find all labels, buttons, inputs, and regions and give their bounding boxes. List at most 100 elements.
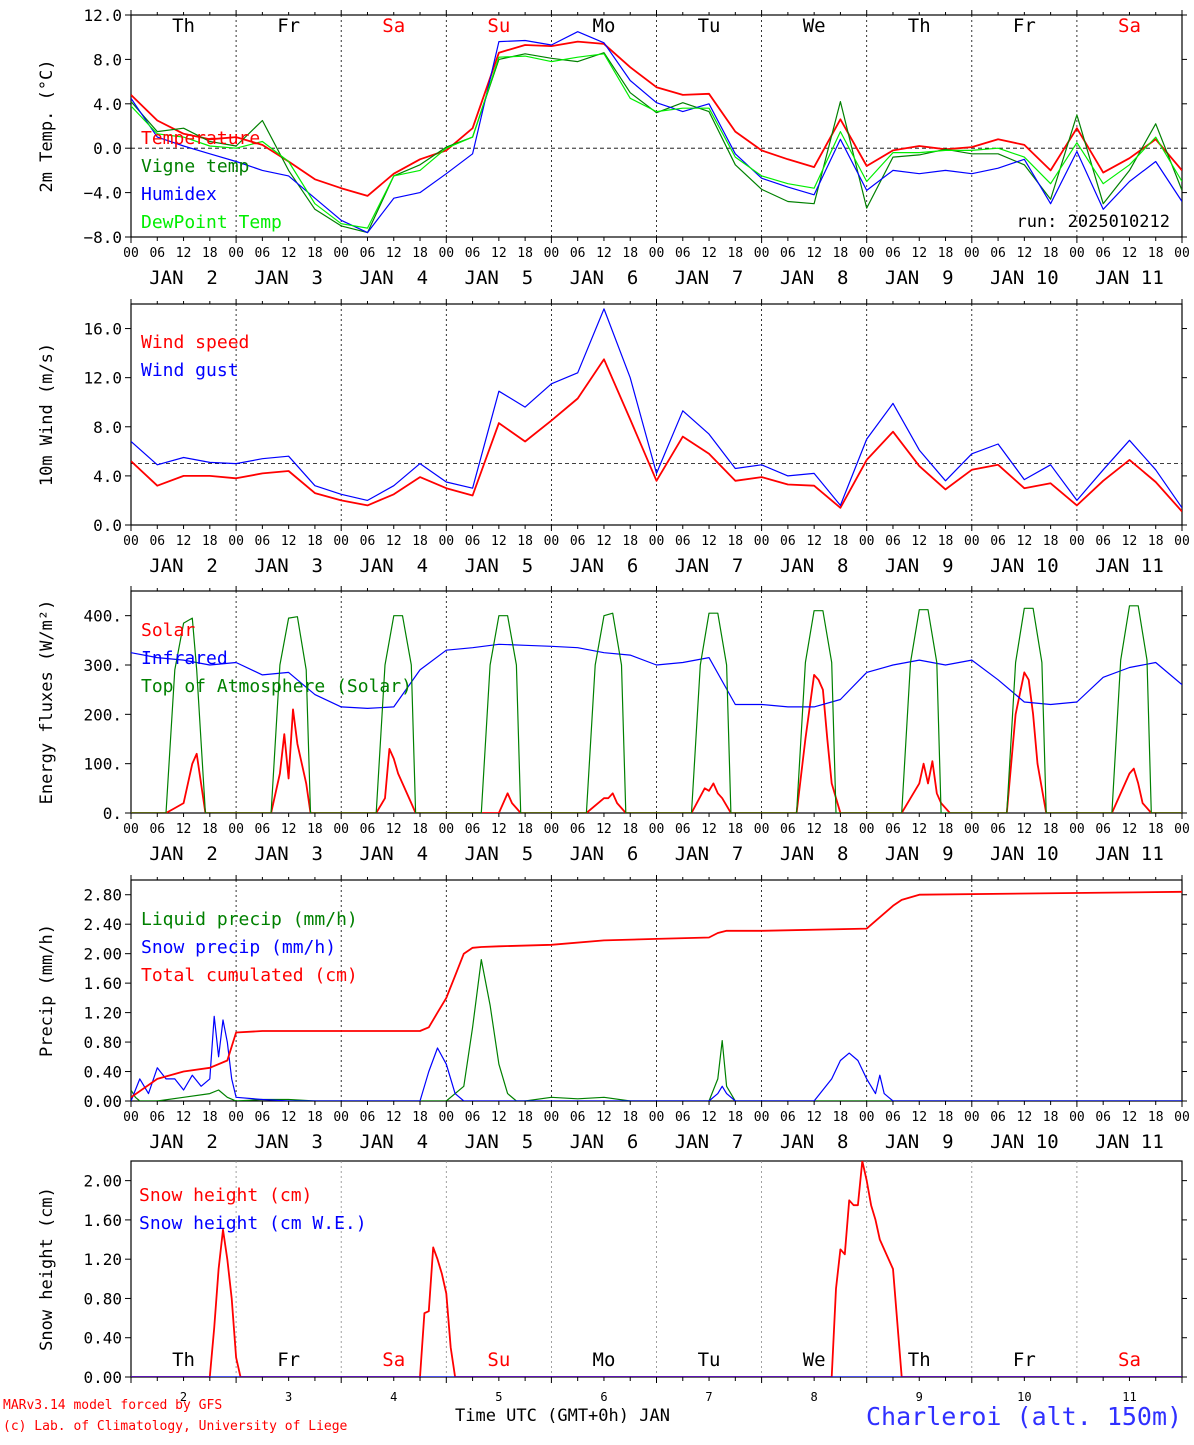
y-tick-label: −4.0 — [83, 184, 122, 203]
hour-label: 12 — [1017, 1110, 1033, 1125]
hour-label: 12 — [1017, 822, 1033, 837]
hour-label: 06 — [885, 534, 901, 549]
hour-label: 18 — [833, 822, 849, 837]
weekday-label: Fr — [1013, 15, 1036, 37]
hour-label: 00 — [964, 534, 980, 549]
series-line-flux-2 — [131, 605, 1182, 813]
legend-entry: Vigne temp — [141, 156, 249, 177]
date-label: JAN 11 — [1095, 843, 1164, 865]
weekday-label: Tu — [698, 15, 721, 37]
date-label: JAN 11 — [1095, 555, 1164, 577]
hour-label: 18 — [938, 1110, 954, 1125]
hour-label: 12 — [596, 534, 612, 549]
hour-label: 00 — [123, 1110, 139, 1125]
y-tick-label: 8.0 — [93, 50, 122, 69]
hour-label: 06 — [465, 822, 481, 837]
hour-label: 12 — [1122, 246, 1138, 261]
hour-label: 12 — [1017, 534, 1033, 549]
y-tick-label: 400. — [83, 607, 122, 626]
date-label: JAN 9 — [885, 843, 954, 865]
date-label: JAN 3 — [254, 1131, 323, 1153]
hour-label: 18 — [307, 534, 323, 549]
y-tick-label: 1.60 — [83, 1211, 122, 1230]
series-group — [131, 308, 1182, 513]
hour-label: 18 — [412, 822, 428, 837]
hour-label: 00 — [544, 822, 560, 837]
legend-entry: Infrared — [141, 648, 228, 669]
date-label: JAN 2 — [149, 843, 218, 865]
series-line-precip-2 — [131, 890, 1182, 1099]
hour-label: 06 — [1095, 822, 1111, 837]
weekday-label: We — [803, 15, 826, 37]
hour-label: 00 — [544, 246, 560, 261]
date-label: JAN 3 — [254, 843, 323, 865]
hour-label: 12 — [176, 534, 192, 549]
hour-label: 06 — [465, 1110, 481, 1125]
date-label: JAN 10 — [990, 555, 1059, 577]
y-tick-label: 4.0 — [93, 467, 122, 486]
hour-label: 18 — [727, 534, 743, 549]
y-axis-title: 2m Temp. (°C) — [37, 59, 57, 192]
hour-label: 06 — [1095, 246, 1111, 261]
date-label: JAN 4 — [359, 1131, 428, 1153]
hour-label: 12 — [491, 246, 507, 261]
hour-label: 12 — [806, 822, 822, 837]
date-label: JAN 4 — [359, 843, 428, 865]
hour-label: 12 — [911, 246, 927, 261]
hour-label: 12 — [386, 822, 402, 837]
hour-label: 00 — [859, 1110, 875, 1125]
hour-label: 00 — [859, 534, 875, 549]
date-label: JAN 7 — [675, 267, 744, 289]
legend-entry: Wind gust — [141, 360, 239, 381]
hour-label: 12 — [386, 1110, 402, 1125]
weekday-label: Fr — [277, 1349, 300, 1371]
hour-label: 00 — [228, 534, 244, 549]
hour-label: 00 — [123, 822, 139, 837]
hour-label: 18 — [1043, 822, 1059, 837]
footer-model: MARv3.14 model forced by GFS — [3, 1398, 223, 1413]
y-tick-label: 1.60 — [83, 974, 122, 993]
y-tick-label: 4.0 — [93, 95, 122, 114]
hour-label: 18 — [1148, 822, 1164, 837]
day-number-label: 10 — [1017, 1390, 1031, 1404]
hour-label: 06 — [1095, 1110, 1111, 1125]
hour-label: 06 — [780, 1110, 796, 1125]
legend-entry: Total cumulated (cm) — [141, 965, 358, 986]
hour-label: 18 — [622, 246, 638, 261]
hour-label: 18 — [622, 534, 638, 549]
weekday-label: Sa — [382, 1349, 405, 1371]
legend-entry: Humidex — [141, 184, 217, 205]
run-label: run: 2025010212 — [1016, 212, 1170, 232]
hour-label: 12 — [1122, 534, 1138, 549]
y-axis-title: 10m Wind (m/s) — [37, 343, 57, 486]
hour-label: 18 — [622, 1110, 638, 1125]
legend-entry: DewPoint Temp — [141, 212, 282, 233]
hour-label: 00 — [1174, 534, 1190, 549]
legend-entry: Snow height (cm W.E.) — [139, 1213, 367, 1234]
date-label: JAN 11 — [1095, 1131, 1164, 1153]
hour-label: 00 — [754, 822, 770, 837]
hour-label: 18 — [1148, 1110, 1164, 1125]
hour-label: 18 — [727, 246, 743, 261]
y-tick-label: 2.40 — [83, 915, 122, 934]
day-number-label: 8 — [811, 1390, 818, 1404]
date-label: JAN 6 — [570, 843, 639, 865]
weekday-label: Fr — [1013, 1349, 1036, 1371]
series-group — [131, 605, 1182, 813]
legend-entry: Wind speed — [141, 332, 249, 353]
hour-label: 06 — [570, 1110, 586, 1125]
hour-label: 06 — [149, 822, 165, 837]
hour-label: 06 — [990, 246, 1006, 261]
hour-label: 06 — [149, 1110, 165, 1125]
hour-label: 12 — [281, 534, 297, 549]
weekday-label: Su — [487, 15, 510, 37]
series-group — [131, 890, 1182, 1101]
hour-label: 00 — [123, 534, 139, 549]
y-axis-title: Snow height (cm) — [37, 1187, 57, 1351]
hour-label: 00 — [544, 1110, 560, 1125]
date-label: JAN 9 — [885, 267, 954, 289]
hour-label: 18 — [517, 534, 533, 549]
weekday-label: Su — [487, 1349, 510, 1371]
hour-label: 12 — [806, 534, 822, 549]
